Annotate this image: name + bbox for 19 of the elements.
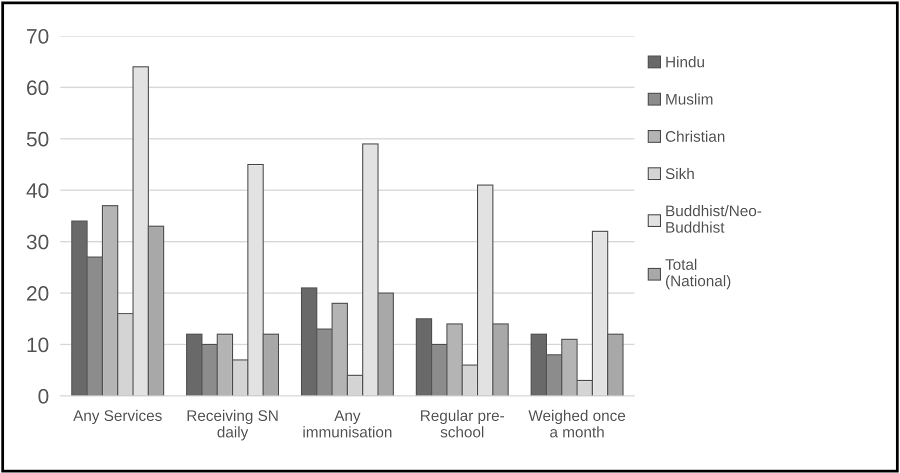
y-tick-label: 70 <box>27 28 48 44</box>
x-tick-label: Any immunisation <box>303 410 392 438</box>
legend-label: Christian <box>666 130 724 142</box>
y-tick-label: 40 <box>26 183 48 198</box>
x-tick-label: Receiving SN daily <box>188 410 278 440</box>
y-tick-label: 20 <box>27 286 48 301</box>
y-tick-label: 30 <box>26 234 48 250</box>
y-tick-label: 50 <box>26 132 48 147</box>
y-tick-label: 10 <box>28 337 48 352</box>
legend-label: Total (National) <box>665 258 730 290</box>
legend-label: Buddhist/Neo- Buddhist <box>666 205 762 233</box>
legend-label: Sikh <box>666 168 694 180</box>
x-tick-label: Any Services <box>73 410 162 424</box>
x-tick-label: Weighed once a month <box>528 410 626 438</box>
x-tick-label: Regular pre- school <box>421 410 504 438</box>
legend-label: Hindu <box>666 56 704 68</box>
y-tick-label: 60 <box>27 80 48 96</box>
legend-label: Muslim <box>666 93 712 105</box>
y-tick-label: 0 <box>38 388 48 404</box>
